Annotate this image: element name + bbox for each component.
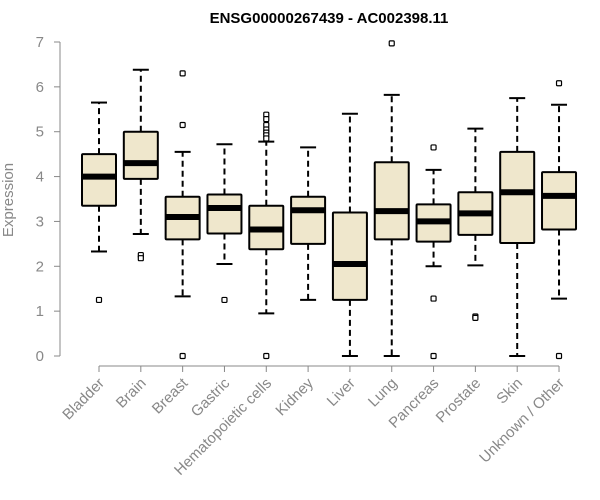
outlier-point	[472, 314, 479, 321]
x-category-label: Prostate	[433, 375, 485, 427]
box-gastric	[206, 143, 243, 304]
outlier-point	[221, 296, 228, 304]
box-lung	[373, 40, 410, 357]
outlier-point	[263, 116, 270, 123]
iqr-box	[206, 193, 243, 235]
x-category-label: Kidney	[272, 374, 317, 419]
y-tick-label: 1	[36, 303, 44, 320]
outlier-point	[137, 255, 144, 262]
chart-title: ENSG00000267439 - AC002398.11	[210, 10, 449, 27]
x-category-label: Skin	[493, 375, 526, 408]
iqr-box	[541, 171, 578, 231]
y-tick-label: 3	[36, 213, 44, 230]
outlier-point	[263, 135, 270, 142]
iqr-box	[290, 195, 327, 245]
y-tick-label: 2	[36, 258, 44, 275]
x-category-label: Liver	[324, 375, 359, 410]
box-liver	[331, 112, 368, 357]
box-kidney	[290, 146, 327, 301]
boxes-group	[81, 40, 578, 360]
y-tick-label: 5	[36, 124, 44, 141]
iqr-box	[81, 153, 117, 207]
outlier-point	[388, 40, 395, 47]
x-category-label: Brain	[113, 375, 150, 412]
box-bladder	[81, 101, 117, 304]
iqr-box	[122, 130, 159, 180]
y-tick-label: 6	[36, 79, 44, 96]
outlier-point	[430, 352, 437, 360]
box-hematopoietic-cells	[248, 111, 285, 360]
outlier-point	[430, 144, 437, 151]
outlier-point	[179, 121, 186, 129]
box-breast	[164, 70, 201, 360]
box-prostate	[457, 127, 494, 321]
outlier-point	[95, 296, 103, 304]
outlier-point	[555, 352, 563, 360]
box-skin	[499, 97, 536, 357]
x-category-label: Breast	[149, 374, 192, 417]
outlier-point	[430, 295, 437, 302]
y-tick-label: 7	[36, 34, 44, 51]
iqr-box	[331, 211, 368, 301]
outlier-point	[179, 70, 186, 77]
y-tick-label: 0	[36, 348, 44, 365]
box-unknown-other	[541, 80, 578, 360]
iqr-box	[499, 150, 536, 244]
box-brain	[122, 68, 159, 262]
box-pancreas	[415, 144, 452, 360]
outlier-point	[555, 80, 563, 87]
outlier-point	[179, 352, 186, 360]
x-category-label: Bladder	[59, 375, 108, 424]
y-axis: 0 1 2 3 4 5 6 7	[36, 34, 61, 365]
outlier-point	[263, 352, 270, 360]
iqr-box	[373, 161, 410, 241]
y-axis-title: Expression	[0, 163, 17, 237]
y-tick-label: 4	[36, 169, 44, 186]
x-category-label: Lung	[365, 375, 401, 411]
